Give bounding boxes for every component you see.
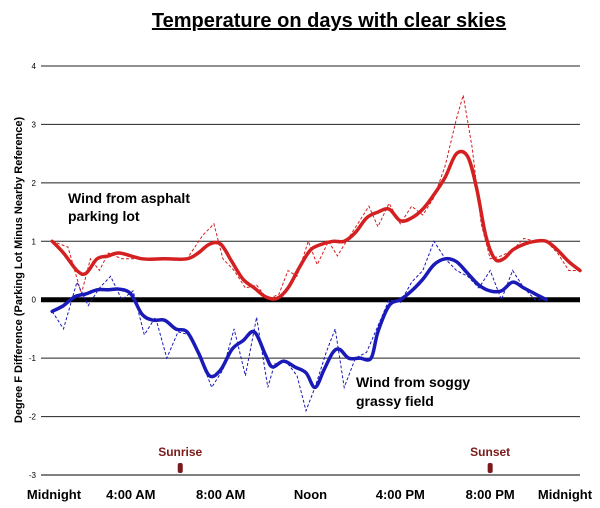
x-tick-label: 8:00 PM: [466, 487, 515, 502]
y-tick-label: 3: [32, 120, 37, 129]
y-tick-label: 2: [32, 179, 37, 188]
asphalt-label-line-2: parking lot: [68, 208, 140, 224]
y-tick-label: -1: [29, 354, 37, 363]
marker-tick-sunset: [487, 463, 493, 473]
y-tick-label: -3: [29, 471, 37, 480]
x-tick-label: Midnight: [27, 487, 82, 502]
asphalt-series-label: Wind from asphalt parking lot: [68, 190, 194, 224]
chart-title: Temperature on days with clear skies: [152, 10, 506, 32]
smooth-series-line-2: [50, 256, 549, 390]
y-axis-label: Degree F Difference (Parking Lot Minus N…: [13, 117, 25, 424]
marker-tick-sunrise: [177, 463, 183, 473]
marker-label-sunset: Sunset: [470, 445, 510, 459]
gridlines: [41, 65, 580, 476]
smooth-series-group: [50, 149, 582, 390]
x-tick-label: Noon: [294, 487, 327, 502]
y-axis-ticks: -3 -2 -1 0 1 2 3 4: [29, 62, 37, 480]
marker-label-sunrise: Sunrise: [158, 445, 202, 459]
x-axis-ticks: Midnight 4:00 AM 8:00 AM Noon 4:00 PM 8:00 PM…: [27, 487, 593, 502]
y-tick-label: -2: [29, 413, 37, 422]
grass-label-line-2: grassy field: [356, 393, 434, 409]
raw-series-line-2: [51, 240, 547, 413]
y-tick-label: 1: [32, 237, 37, 246]
raw-series-group: [51, 95, 580, 413]
asphalt-label-line-1: Wind from asphalt: [68, 190, 190, 206]
grass-series-label: Wind from soggy grassy field: [356, 374, 474, 409]
x-tick-label: 4:00 PM: [376, 487, 425, 502]
x-tick-label: 8:00 AM: [196, 487, 245, 502]
x-tick-label: Midnight: [538, 487, 593, 502]
y-tick-label: 0: [32, 296, 37, 305]
x-tick-label: 4:00 AM: [106, 487, 155, 502]
grass-label-line-1: Wind from soggy: [356, 374, 470, 390]
y-tick-label: 4: [32, 62, 37, 71]
event-markers: Sunrise Sunset: [158, 445, 510, 473]
smooth-series-line-1: [50, 149, 582, 301]
